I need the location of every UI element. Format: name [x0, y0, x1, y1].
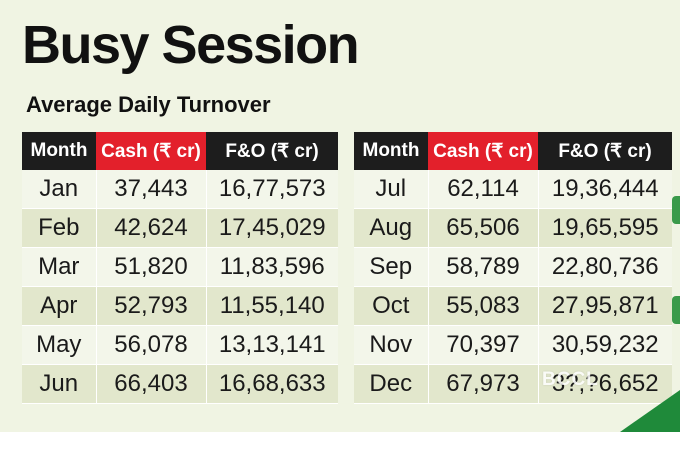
cell-fo: 19,65,595 [538, 208, 672, 248]
header-month: Month [22, 132, 96, 170]
header-month: Month [354, 132, 428, 170]
cell-cash: 55,083 [427, 286, 539, 326]
cell-fo: 3?,?6,652 [538, 364, 672, 404]
cell-cash: 42,624 [95, 208, 207, 248]
header-cash: Cash (₹ cr) [428, 132, 538, 170]
header-fo: F&O (₹ cr) [538, 132, 672, 170]
cell-month: Sep [354, 247, 428, 287]
cell-cash: 66,403 [95, 364, 207, 404]
cell-cash: 67,973 [427, 364, 539, 404]
cell-cash: 65,506 [427, 208, 539, 248]
cell-month: Jan [22, 170, 96, 209]
cell-fo: 16,68,633 [206, 364, 338, 404]
cell-fo: 13,13,141 [206, 325, 338, 365]
cell-month: Feb [22, 208, 96, 248]
header-fo: F&O (₹ cr) [206, 132, 338, 170]
page-title: Busy Session [22, 15, 360, 75]
header-cash: Cash (₹ cr) [96, 132, 206, 170]
cell-fo: 11,83,596 [206, 247, 338, 287]
page-subtitle: Average Daily Turnover [26, 92, 271, 117]
cell-month: May [22, 325, 96, 365]
turnover-table-left: Month Cash (₹ cr) F&O (₹ cr) Jan 37,443 16… [22, 132, 338, 404]
table-row: Feb 42,624 17,45,029 [22, 208, 338, 248]
table-row: May 56,078 13,13,141 [22, 325, 338, 365]
cell-fo: 30,59,232 [538, 325, 672, 365]
turnover-table-right: Month Cash (₹ cr) F&O (₹ cr) Jul 62,114 19… [354, 132, 672, 404]
cell-cash: 62,114 [427, 170, 539, 209]
cell-cash: 70,397 [427, 325, 539, 365]
table-row: Jan 37,443 16,77,573 [22, 170, 338, 209]
cell-cash: 51,820 [95, 247, 207, 287]
table-row: Apr 52,793 11,55,140 [22, 286, 338, 326]
cell-cash: 37,443 [95, 170, 207, 209]
cell-fo: 22,80,736 [538, 247, 672, 287]
cell-month: Nov [354, 325, 428, 365]
decorative-green-tab [672, 196, 680, 224]
cell-fo: 19,36,444 [538, 170, 672, 209]
cell-fo: 27,95,871 [538, 286, 672, 326]
table-header-row: Month Cash (₹ cr) F&O (₹ cr) [354, 132, 672, 170]
cell-fo: 17,45,029 [206, 208, 338, 248]
table-row: Mar 51,820 11,83,596 [22, 247, 338, 287]
cell-month: Aug [354, 208, 428, 248]
cell-month: Mar [22, 247, 96, 287]
watermark: BCCL [542, 369, 599, 390]
cell-fo: 16,77,573 [206, 170, 338, 209]
cell-month: Apr [22, 286, 96, 326]
cell-month: Jun [22, 364, 96, 404]
cell-fo: 11,55,140 [206, 286, 338, 326]
table-row: Dec 67,973 3?,?6,652 [354, 364, 672, 404]
table-row: Aug 65,506 19,65,595 [354, 208, 672, 248]
table-row: Sep 58,789 22,80,736 [354, 247, 672, 287]
decorative-green-corner [620, 390, 680, 432]
table-row: Jul 62,114 19,36,444 [354, 170, 672, 209]
table-row: Oct 55,083 27,95,871 [354, 286, 672, 326]
cell-month: Dec [354, 364, 428, 404]
cell-month: Oct [354, 286, 428, 326]
table-row: Jun 66,403 16,68,633 [22, 364, 338, 404]
cell-cash: 58,789 [427, 247, 539, 287]
cell-cash: 56,078 [95, 325, 207, 365]
decorative-green-tab [672, 296, 680, 324]
table-header-row: Month Cash (₹ cr) F&O (₹ cr) [22, 132, 338, 170]
cell-cash: 52,793 [95, 286, 207, 326]
cell-month: Jul [354, 170, 428, 209]
table-row: Nov 70,397 30,59,232 [354, 325, 672, 365]
